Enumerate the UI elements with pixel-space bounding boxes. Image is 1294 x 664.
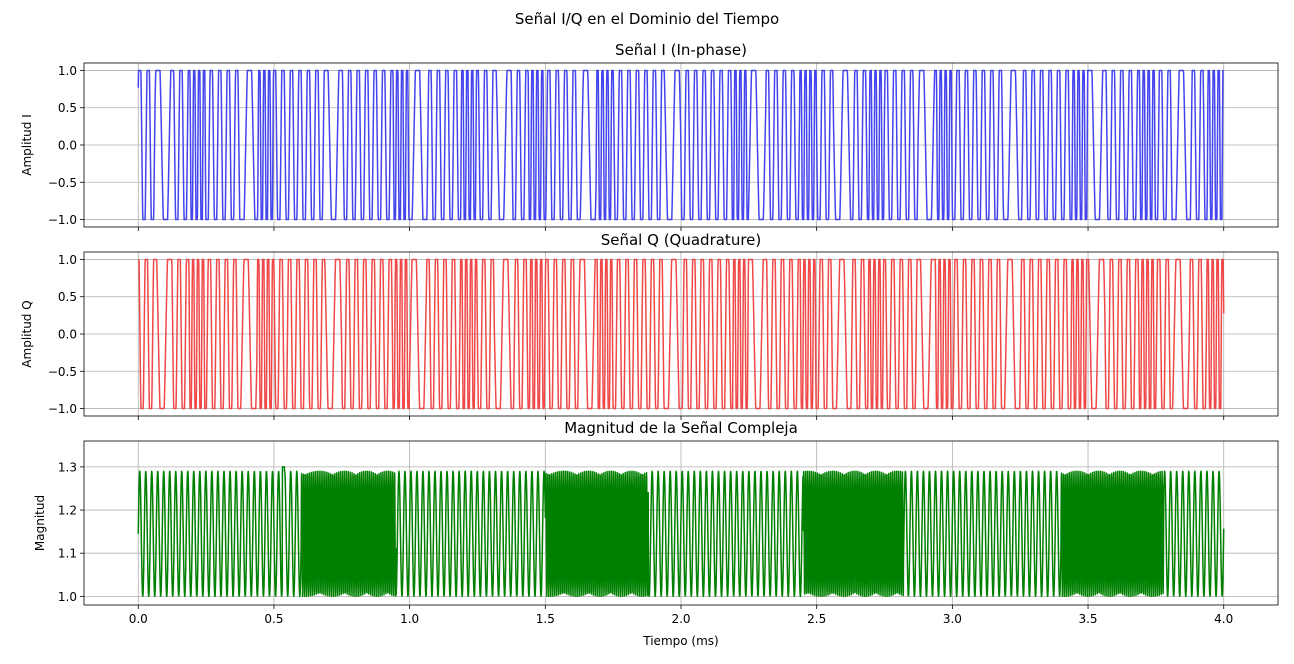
y-tick-label: 1.3 [58,460,77,474]
subplot-title: Magnitud de la Señal Compleja [564,419,798,437]
y-tick-label: −1.0 [48,402,77,416]
subplot-2: −1.0 −0.5 0.0 0.5 1.0 Señal Q (Quadrature) Amp… [20,231,1279,420]
y-tick-label: 0.0 [58,139,77,153]
x-tick-label: 0.0 [129,612,148,626]
y-tick-label: 0.5 [58,290,77,304]
series-line [137,69,1225,221]
x-tick-label: 1.5 [536,612,555,626]
x-tick-label: 4.0 [1214,612,1233,626]
y-axis-label: Magnitud [33,495,47,551]
y-tick-label: 0.0 [58,328,77,342]
subplot-3: 1.0 1.1 1.2 1.3 0.0 0.5 1.0 1.5 2.0 2.5 3.0 3.5 4.0 M… [33,419,1279,648]
y-tick-label: −0.5 [48,176,77,190]
series-line [137,466,1225,598]
figure-suptitle: Señal I/Q en el Dominio del Tiempo [515,10,779,28]
y-tick-label: 1.0 [58,590,77,604]
subplot-title: Señal Q (Quadrature) [601,231,762,249]
x-tick-label: 2.5 [807,612,826,626]
x-tick-label: 3.0 [943,612,962,626]
y-tick-label: 1.1 [58,547,77,561]
y-tick-label: 0.5 [58,101,77,115]
y-tick-label: −1.0 [48,213,77,227]
x-tick-label: 3.5 [1078,612,1097,626]
x-axis-label: Tiempo (ms) [642,634,718,648]
y-axis-label: Amplitud Q [20,300,34,367]
y-tick-label: 1.2 [58,504,77,518]
y-tick-label: 1.0 [58,253,77,267]
subplot-1: −1.0 −0.5 0.0 0.5 1.0 Señal I (In-phase) Ampli… [20,41,1279,231]
y-tick-label: 1.0 [58,64,77,78]
x-tick-label: 0.5 [264,612,283,626]
series-line [137,258,1225,410]
y-axis-label: Amplitud I [20,114,34,175]
x-tick-label: 2.0 [671,612,690,626]
x-tick-label: 1.0 [400,612,419,626]
y-tick-label: −0.5 [48,365,77,379]
subplot-title: Señal I (In-phase) [615,41,747,59]
